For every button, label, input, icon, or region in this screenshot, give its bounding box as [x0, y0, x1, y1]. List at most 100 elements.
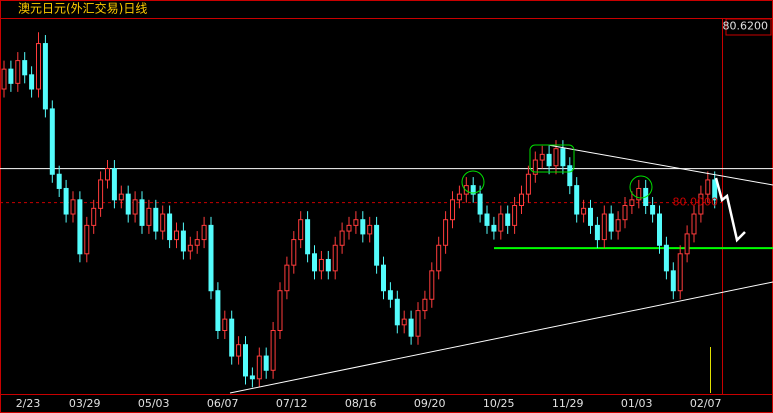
candle-body [167, 213, 173, 241]
candle-body [36, 43, 41, 90]
trend-line [547, 144, 773, 186]
candle-body [249, 375, 255, 380]
candle-body [401, 318, 407, 326]
candle-body [532, 159, 538, 175]
candle-body [436, 244, 442, 272]
axis-label-box [725, 18, 772, 36]
candle-body [360, 219, 366, 235]
candle-body [512, 205, 518, 226]
candle-body [91, 207, 97, 226]
candle-body [484, 213, 490, 226]
candle-body [215, 290, 221, 331]
x-tick-label: 03/29 [69, 397, 101, 410]
candle-body [256, 355, 262, 380]
candle-body [394, 298, 400, 326]
candle-body [463, 185, 469, 195]
candle-body [346, 224, 352, 232]
candle-body [187, 244, 193, 252]
x-tick-label: 02/07 [690, 397, 722, 410]
x-tick-label: 05/03 [138, 397, 170, 410]
candle-body [49, 108, 55, 175]
candle-body [243, 344, 248, 377]
plot-area [0, 32, 773, 388]
candle-body [387, 290, 393, 300]
x-tick-label: 11/29 [552, 397, 584, 410]
candle-body [222, 318, 228, 331]
candle-body [208, 224, 214, 292]
x-tick-label: 2/23 [16, 397, 41, 410]
candle-body [456, 193, 462, 201]
candle-body [574, 185, 580, 215]
x-tick-label: 06/07 [207, 397, 239, 410]
candle-body [567, 165, 573, 187]
candle-body [691, 213, 697, 235]
candle-body [201, 224, 207, 241]
candle-body [63, 187, 69, 215]
x-tick-label: 10/25 [483, 397, 515, 410]
marker-circle [629, 175, 653, 199]
candle-body [312, 253, 317, 272]
x-tick-label: 08/16 [345, 397, 377, 410]
candle-body [422, 298, 428, 312]
candle-body [125, 193, 131, 215]
candle-body [132, 199, 138, 215]
x-tick-label: 07/12 [276, 397, 308, 410]
candle-body [712, 179, 718, 201]
candle-body [174, 230, 179, 241]
candle-body [160, 213, 166, 232]
chart-title: 澳元日元(外汇交易)日线 [18, 1, 147, 16]
candle-body [229, 318, 235, 357]
candle-body [105, 168, 110, 181]
candle-body [381, 264, 386, 292]
candle-body [698, 193, 704, 215]
candle-body [29, 74, 35, 90]
candle-body [663, 244, 669, 272]
trend-line [229, 281, 773, 394]
candle-body [291, 239, 297, 266]
candle-body [298, 219, 304, 241]
candle-body [670, 270, 676, 292]
candle-body [408, 318, 414, 337]
candle-body [263, 355, 269, 371]
candle-body [325, 258, 331, 272]
candle-body [332, 244, 338, 272]
candle-body [650, 205, 656, 215]
candle-body [608, 213, 614, 232]
candle-body [498, 213, 504, 232]
candle-body [139, 199, 145, 226]
candle-body [450, 199, 455, 221]
candle-body [353, 219, 359, 226]
marker-circle [461, 170, 485, 194]
candle-body [270, 330, 276, 371]
candle-body [636, 187, 642, 201]
candle-body [153, 207, 159, 232]
candle-body [588, 207, 593, 226]
candle-body [367, 224, 373, 235]
candle-body [615, 219, 621, 232]
candle-body [477, 193, 483, 215]
candle-body [415, 310, 421, 337]
candle-body [180, 230, 186, 252]
price-line-label: 80.0000 [673, 196, 719, 209]
candle-body [505, 213, 511, 226]
candle-body [98, 179, 104, 209]
candle-body [8, 68, 14, 84]
candle-body [491, 224, 497, 232]
candle-body [553, 148, 559, 167]
candle-body [525, 173, 531, 195]
candle-body [581, 207, 587, 215]
marker-box [529, 144, 575, 173]
forecast-path [714, 177, 746, 243]
candle-body [705, 179, 711, 195]
candle-body [56, 173, 62, 189]
candle-body [546, 153, 552, 167]
candle-body [1, 68, 7, 90]
candle-body [77, 199, 83, 255]
candle-body [284, 264, 290, 292]
candle-body [601, 213, 607, 241]
candle-body [84, 224, 90, 255]
y-tick-label: 80.6200 [723, 20, 769, 33]
candle-body [194, 239, 200, 246]
